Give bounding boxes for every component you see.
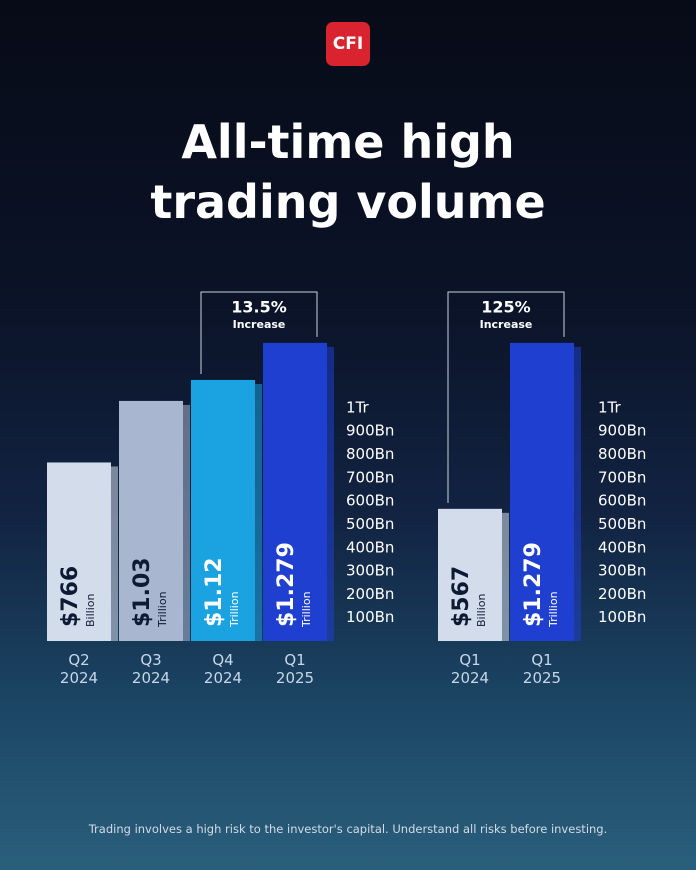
- value-label: $1.279: [274, 542, 299, 627]
- y-tick-label: 200Bn: [598, 585, 646, 603]
- bar: [263, 342, 327, 641]
- unit-label: Trillion: [228, 591, 241, 628]
- y-tick-label: 600Bn: [346, 492, 394, 510]
- value-label: $567: [449, 566, 474, 627]
- bar: [191, 379, 255, 641]
- y-tick-label: 300Bn: [598, 562, 646, 580]
- y-tick-label: 400Bn: [598, 538, 646, 556]
- bar: [510, 342, 574, 641]
- y-tick-label: 900Bn: [598, 422, 646, 440]
- disclaimer: Trading involves a high risk to the inve…: [88, 822, 608, 836]
- y-tick-label: 600Bn: [598, 492, 646, 510]
- x-tick-label: Q3 2024: [131, 651, 171, 687]
- y-tick-label: 400Bn: [346, 538, 394, 556]
- y-tick-label: 900Bn: [346, 422, 394, 440]
- logo: CFI: [326, 22, 370, 66]
- unit-label: Billion: [475, 593, 488, 627]
- x-tick-label: Q1 2025: [522, 651, 562, 687]
- annotation-sub: Increase: [233, 318, 286, 331]
- x-tick-label: Q1 2025: [275, 651, 315, 687]
- unit-label: Trillion: [300, 591, 313, 628]
- bar-side: [111, 466, 118, 641]
- y-tick-label: 500Bn: [346, 515, 394, 533]
- x-tick-label: Q1 2024: [450, 651, 490, 687]
- y-tick-label: 500Bn: [598, 515, 646, 533]
- value-label: $1.279: [521, 542, 546, 627]
- annotation: 125%: [481, 298, 530, 317]
- unit-label: Billion: [84, 593, 97, 627]
- bracket: [447, 291, 565, 503]
- y-tick-label: 800Bn: [346, 445, 394, 463]
- y-tick-label: 300Bn: [346, 562, 394, 580]
- x-tick-label: Q4 2024: [203, 651, 243, 687]
- bar-side: [574, 346, 581, 641]
- title: All-time high trading volume: [150, 115, 546, 229]
- unit-label: Trillion: [156, 591, 169, 628]
- bar-side: [327, 346, 334, 641]
- x-tick-label: Q2 2024: [59, 651, 99, 687]
- y-tick-label: 800Bn: [598, 445, 646, 463]
- y-tick-label: 200Bn: [346, 585, 394, 603]
- bracket: [200, 291, 318, 374]
- y-tick-label: 1Tr: [346, 398, 370, 416]
- value-label: $1.12: [202, 557, 227, 627]
- bar: [47, 462, 111, 641]
- annotation-sub: Increase: [480, 318, 533, 331]
- value-label: $766: [58, 566, 83, 627]
- y-tick-label: 100Bn: [598, 608, 646, 626]
- y-tick-label: 700Bn: [346, 468, 394, 486]
- bar-side: [502, 512, 509, 641]
- y-tick-label: 100Bn: [346, 608, 394, 626]
- y-tick-label: 700Bn: [598, 468, 646, 486]
- bar-side: [183, 404, 190, 641]
- bar: [119, 400, 183, 641]
- unit-label: Trillion: [547, 591, 560, 628]
- annotation: 13.5%: [231, 298, 287, 317]
- y-tick-label: 1Tr: [598, 398, 622, 416]
- bar: [438, 508, 502, 641]
- bar-side: [255, 383, 262, 641]
- value-label: $1.03: [130, 557, 155, 627]
